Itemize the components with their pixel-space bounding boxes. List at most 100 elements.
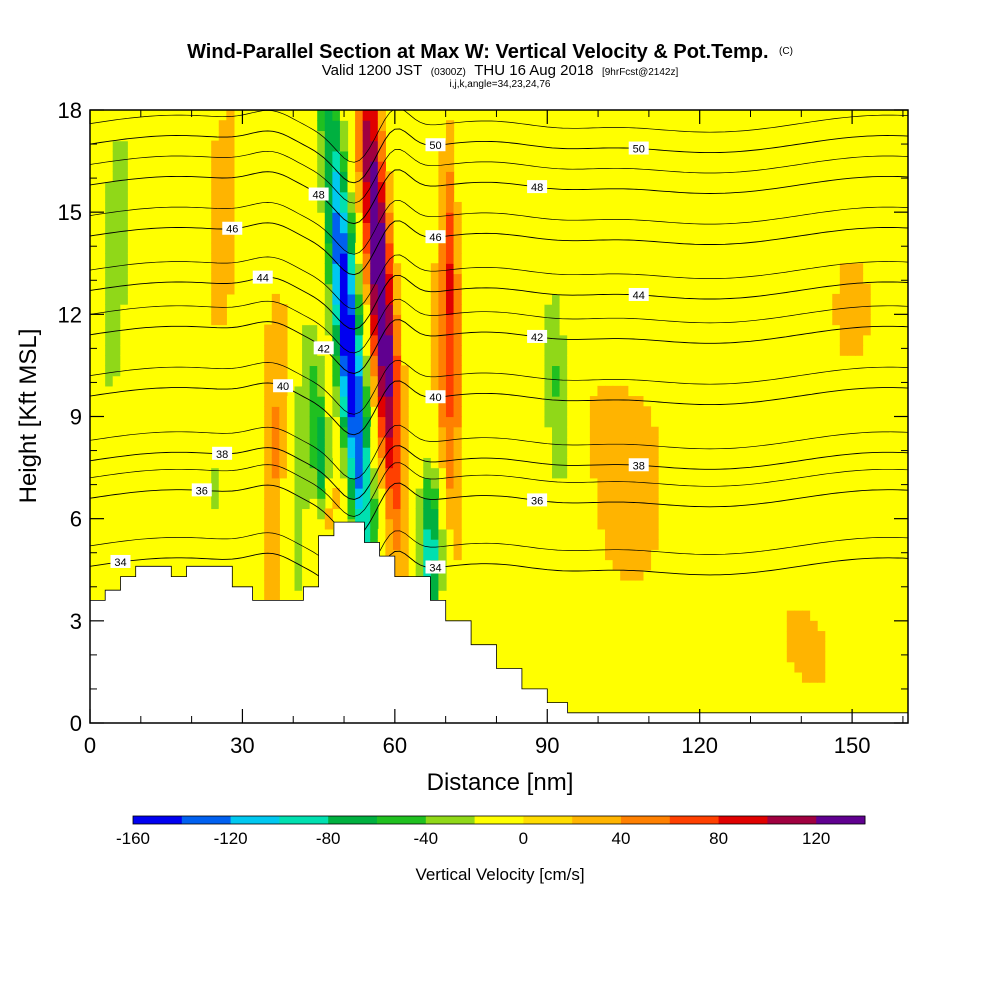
chart-title-text: Wind-Parallel Section at Max W: Vertical… — [187, 41, 768, 63]
contour-label-38: 38 — [628, 458, 649, 472]
theta-contour-48 — [90, 169, 908, 225]
colorbar-swatch — [328, 816, 378, 824]
colorbar-swatch — [523, 816, 573, 824]
colorbar-swatch — [718, 816, 768, 824]
colorbar-swatch — [377, 816, 427, 824]
colorbar-tick-label: 40 — [612, 829, 631, 848]
contour-label-text: 44 — [257, 273, 269, 285]
theta-contour-minor — [90, 200, 908, 255]
contour-label-text: 34 — [429, 563, 441, 575]
contour-label-text: 38 — [633, 460, 645, 472]
contour-label-text: 50 — [633, 144, 645, 156]
colorbar-tick-label: 80 — [709, 829, 728, 848]
colorbar-swatch — [621, 816, 671, 824]
colorbar-tick-label: -120 — [214, 829, 248, 848]
theta-contour-40 — [90, 380, 908, 436]
theta-contour-minor — [90, 254, 908, 310]
y-tick-label: 12 — [58, 302, 82, 327]
colorbar-tick-label: -160 — [116, 829, 150, 848]
theta-contour-minor — [90, 149, 908, 204]
y-tick-label: 0 — [70, 711, 82, 736]
colorbar-tick-label: 0 — [519, 829, 528, 848]
contour-label-50: 50 — [425, 138, 446, 152]
theta-contour-minor — [90, 298, 908, 354]
y-axis-label: Height [Kft MSL] — [15, 329, 42, 504]
colorbar-tick-label: -80 — [316, 829, 341, 848]
contour-label-38: 38 — [212, 446, 233, 461]
contour-label-46: 46 — [222, 221, 243, 236]
contour-label-48: 48 — [308, 187, 329, 202]
y-tick-label: 6 — [70, 507, 82, 532]
theta-contour-minor — [90, 360, 908, 415]
contour-label-48: 48 — [527, 180, 548, 194]
colorbar-swatch — [133, 816, 183, 824]
y-tick-label: 18 — [58, 98, 82, 123]
colorbar-frame — [132, 815, 866, 825]
theta-contour-minor — [90, 110, 908, 163]
colorbar: -160 -120 -80 -40 0 40 80 120 — [116, 815, 866, 848]
colorbar-swatch — [669, 816, 720, 824]
x-axis-label: Distance [nm] — [427, 769, 574, 796]
contour-label-text: 34 — [114, 557, 126, 569]
contour-label-44: 44 — [628, 287, 649, 302]
subtitle-date: THU 16 Aug 2018 — [474, 62, 593, 79]
colorbar-swatch — [816, 816, 866, 824]
theta-contour-44 — [90, 274, 908, 330]
contour-label-text: 48 — [531, 182, 543, 194]
y-tick-label: 3 — [70, 609, 82, 634]
contour-label-text: 42 — [318, 343, 330, 355]
contour-label-text: 46 — [226, 224, 238, 236]
terrain-mask — [90, 521, 908, 723]
contour-label-40: 40 — [425, 390, 446, 404]
colorbar-swatch — [230, 816, 280, 824]
x-tick-label: 0 — [84, 733, 96, 758]
theta-contour-minor — [90, 424, 908, 480]
contour-label-text: 50 — [429, 140, 441, 152]
contour-label-42: 42 — [527, 329, 548, 344]
y-tick-label: 15 — [58, 200, 82, 225]
contour-label-36: 36 — [527, 493, 548, 507]
colorbar-swatch — [572, 816, 622, 824]
colorbar-swatch — [474, 816, 524, 824]
x-tick-label: 30 — [230, 733, 254, 758]
theta-contour-36 — [90, 482, 908, 538]
contour-label-text: 36 — [196, 485, 208, 497]
contour-label-44: 44 — [252, 270, 273, 285]
colorbar-tick-label: -40 — [414, 829, 439, 848]
theta-contour-42 — [90, 319, 908, 374]
contour-label-text: 36 — [531, 495, 543, 507]
chart-title: Wind-Parallel Section at Max W: Vertical… — [187, 41, 793, 63]
subtitle-utc: (0300Z) — [431, 67, 466, 78]
contour-label-40: 40 — [273, 379, 294, 393]
contour-label-text: 38 — [216, 449, 228, 461]
contour-label-50: 50 — [628, 141, 649, 156]
contour-labels: 34 34 36 36 38 38 40 40 42 42 44 44 46 46 48 48 50 50 — [110, 138, 649, 575]
contour-label-text: 46 — [429, 232, 441, 244]
chart-params: i,j,k,angle=34,23,24,76 — [450, 79, 551, 90]
colorbar-tick-label: 120 — [802, 829, 830, 848]
contour-label-42: 42 — [313, 341, 334, 355]
plot-area — [90, 110, 908, 723]
x-tick-label: 150 — [834, 733, 871, 758]
theta-contour-50 — [90, 128, 908, 184]
theta-contour-minor — [90, 462, 908, 517]
chart-title-mark: (C) — [779, 46, 793, 57]
colorbar-label: Vertical Velocity [cm/s] — [415, 865, 584, 884]
x-tick-label: 120 — [681, 733, 718, 758]
x-tick-label: 90 — [535, 733, 559, 758]
y-tick-label: 9 — [70, 405, 82, 430]
subtitle-forecast: [9hrFcst@2142z] — [602, 67, 679, 78]
contour-label-text: 42 — [531, 332, 543, 344]
contour-label-34: 34 — [110, 554, 131, 569]
contour-label-46: 46 — [425, 230, 446, 244]
terrain — [90, 521, 908, 723]
contour-label-text: 48 — [313, 190, 325, 202]
colorbar-swatch — [425, 816, 476, 824]
contour-label-text: 40 — [429, 392, 441, 404]
colorbar-swatch — [181, 816, 232, 824]
colorbar-swatch — [279, 816, 329, 824]
contour-label-36: 36 — [191, 483, 212, 497]
chart-subtitle: Valid 1200 JST (0300Z) THU 16 Aug 2018 [… — [322, 62, 679, 79]
